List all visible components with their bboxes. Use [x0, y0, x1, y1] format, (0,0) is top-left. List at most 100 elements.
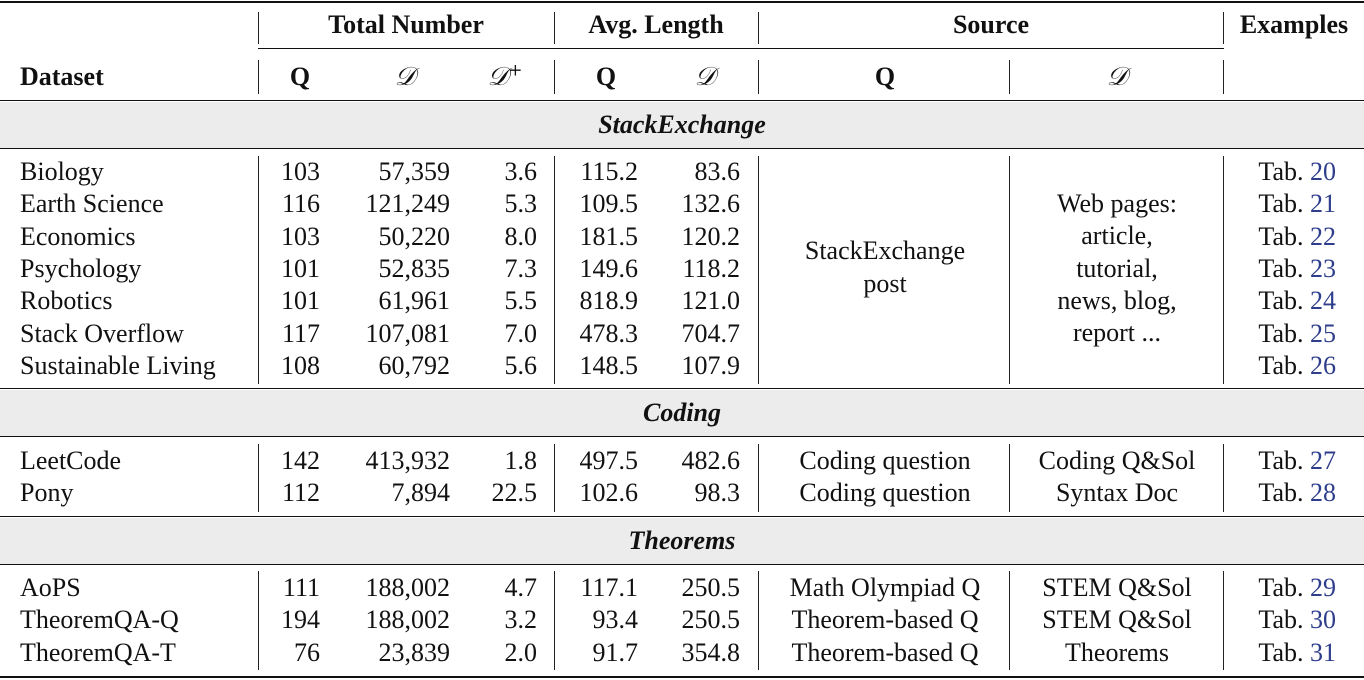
header-q: Q [289, 62, 311, 91]
example-table-link[interactable]: 31 [1310, 638, 1336, 667]
header-divider [258, 60, 259, 94]
header-divider [1223, 60, 1224, 94]
dataset-name: TheoremQA-T [20, 638, 176, 667]
cell-total-d-plus: 5.5 [504, 286, 538, 315]
column-divider [554, 571, 555, 670]
header-divider [758, 60, 759, 94]
section-band [0, 518, 1364, 564]
example-prefix: Tab. [1258, 351, 1310, 380]
cell-total-d-plus: 3.2 [504, 605, 538, 634]
example-table-link[interactable]: 22 [1310, 222, 1336, 251]
cell-avg-len-q: 478.3 [579, 319, 639, 348]
example-prefix: Tab. [1258, 222, 1310, 251]
merged-source-d-line: Web pages: [1057, 189, 1177, 218]
cell-total-d-plus: 8.0 [504, 222, 538, 251]
header-divider [554, 12, 555, 44]
example-prefix: Tab. [1258, 157, 1310, 186]
cell-avg-len-d: 482.6 [681, 446, 741, 475]
example-table-ref: Tab. 25 [1216, 319, 1336, 349]
cell-avg-len-q: 149.6 [579, 254, 639, 283]
example-table-link[interactable]: 26 [1310, 351, 1336, 380]
column-divider [554, 444, 555, 512]
column-divider [554, 156, 555, 384]
header-examples: Examples [1239, 10, 1349, 39]
cell-avg-len-q: 181.5 [579, 222, 639, 251]
cell-total-q: 108 [281, 351, 320, 380]
dataset-name: Sustainable Living [20, 351, 216, 380]
cell-source-q: Math Olympiad Q [789, 573, 981, 602]
dataset-name: LeetCode [20, 446, 122, 475]
merged-source-d-line: news, blog, [1057, 285, 1177, 315]
cell-total-d-plus: 4.7 [504, 573, 538, 602]
header-total-number: Total Number [328, 10, 484, 39]
example-table-link[interactable]: 23 [1310, 254, 1336, 283]
example-table-link[interactable]: 29 [1310, 573, 1336, 602]
header-divider [758, 12, 759, 44]
cell-source-d: Theorems [1065, 638, 1169, 667]
cell-source-q: Coding question [799, 478, 971, 507]
header-divider [258, 12, 259, 44]
cell-source-d: STEM Q&Sol [1042, 573, 1192, 602]
section-rule [0, 564, 1364, 565]
cell-source-q: Theorem-based Q [791, 605, 979, 634]
column-divider [258, 444, 259, 512]
dataset-name: Earth Science [20, 189, 164, 218]
section-rule [0, 148, 1364, 149]
dataset-name: Robotics [20, 286, 113, 315]
cell-avg-len-q: 818.9 [579, 286, 639, 315]
example-table-ref: Tab. 23 [1216, 254, 1336, 284]
section-title: Theorems [628, 526, 736, 555]
example-table-link[interactable]: 25 [1310, 319, 1336, 348]
cell-avg-len-q: 115.2 [580, 157, 638, 186]
dataset-name: Economics [20, 222, 136, 251]
column-divider [258, 571, 259, 670]
cell-total-d: 61,961 [378, 286, 451, 315]
example-table-ref: Tab. 22 [1216, 222, 1336, 252]
column-divider [1009, 156, 1010, 384]
example-prefix: Tab. [1258, 573, 1310, 602]
example-prefix: Tab. [1258, 254, 1310, 283]
header-src-q: Q [874, 62, 896, 91]
example-table-ref: Tab. 24 [1216, 286, 1336, 316]
section-title: Coding [642, 398, 722, 427]
dataset-name: Biology [20, 157, 104, 186]
cmidrule-groups [258, 48, 1224, 49]
column-divider [758, 156, 759, 384]
cell-total-q: 117 [281, 319, 320, 348]
cell-total-q: 111 [282, 573, 320, 602]
example-table-link[interactable]: 27 [1310, 446, 1336, 475]
header-avg-length: Avg. Length [588, 10, 724, 39]
example-table-link[interactable]: 24 [1310, 286, 1336, 315]
cell-total-q: 76 [294, 638, 320, 667]
example-table-link[interactable]: 30 [1310, 605, 1336, 634]
header-d-plus: 𝒟+ [487, 60, 523, 92]
example-table-link[interactable]: 20 [1310, 157, 1336, 186]
cell-total-d: 188,002 [365, 573, 451, 602]
cell-total-d: 23,839 [378, 638, 451, 667]
cell-avg-len-d: 250.5 [681, 573, 741, 602]
dataset-name: TheoremQA-Q [20, 605, 179, 634]
example-table-link[interactable]: 21 [1310, 189, 1336, 218]
example-table-ref: Tab. 20 [1216, 157, 1336, 187]
top-rule [0, 1, 1364, 3]
cell-avg-len-q: 109.5 [579, 189, 639, 218]
column-divider [1223, 444, 1224, 512]
cell-avg-len-d: 132.6 [681, 189, 741, 218]
cell-total-d-plus: 5.3 [504, 189, 538, 218]
header-dataset: Dataset [20, 62, 104, 91]
cell-total-d: 60,792 [378, 351, 451, 380]
cell-total-d-plus: 1.8 [504, 446, 538, 475]
example-table-ref: Tab. 30 [1216, 605, 1336, 635]
example-prefix: Tab. [1258, 189, 1310, 218]
cell-total-d: 121,249 [365, 189, 451, 218]
example-table-link[interactable]: 28 [1310, 478, 1336, 507]
section-band [0, 102, 1364, 148]
cell-total-q: 101 [281, 286, 320, 315]
example-prefix: Tab. [1258, 605, 1310, 634]
cell-total-q: 116 [281, 189, 320, 218]
header-len-q: Q [595, 62, 617, 91]
header-plus-superscript: + [508, 60, 523, 81]
cell-total-q: 101 [281, 254, 320, 283]
header-source: Source [952, 10, 1030, 39]
